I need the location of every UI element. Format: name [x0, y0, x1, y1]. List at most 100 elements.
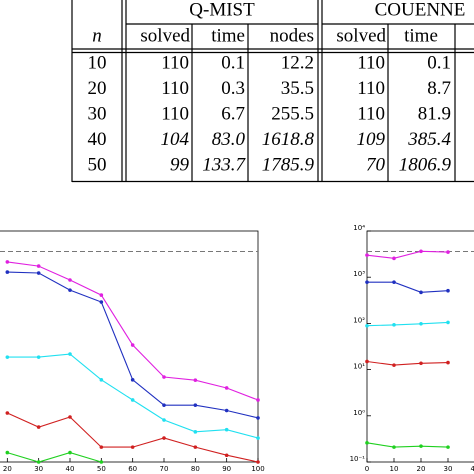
series-point	[392, 256, 396, 261]
series-point	[130, 343, 135, 347]
table-cell: 110	[161, 78, 189, 99]
series-point	[162, 436, 166, 440]
table-cell: 50	[88, 154, 107, 175]
column-header: solved	[140, 25, 190, 46]
series-line	[367, 281, 449, 293]
y-tick-label: 10⁻¹	[350, 455, 366, 463]
series-point	[68, 288, 72, 292]
column-header: n	[92, 25, 102, 46]
series-point	[99, 293, 104, 297]
x-tick-label: 80	[191, 465, 200, 473]
series-point	[130, 445, 135, 449]
series-point	[36, 355, 41, 359]
series-point	[99, 445, 104, 449]
group-header: COUENNE	[375, 0, 466, 20]
series-point	[5, 355, 10, 359]
series-point	[193, 403, 198, 407]
table-cell: 110	[161, 103, 189, 124]
series-point	[365, 441, 369, 445]
series-point	[36, 460, 41, 464]
column-header: time	[404, 25, 438, 46]
x-tick-label: 40	[471, 465, 474, 473]
series-point	[419, 249, 423, 254]
series-line	[366, 442, 449, 448]
table-cell: 0.1	[221, 52, 245, 73]
series-point	[5, 260, 10, 264]
table-cell: 109	[357, 129, 386, 150]
table-cell: 40	[88, 129, 107, 150]
y-tick-label: 10²	[353, 316, 365, 324]
series-point	[193, 445, 198, 449]
x-tick-label: 90	[222, 465, 231, 473]
x-tick-label: 30	[444, 465, 453, 473]
table-cell: 20	[88, 78, 107, 99]
series-point	[5, 411, 10, 415]
series-point	[419, 322, 423, 326]
series-point	[224, 453, 229, 458]
column-header: nodes	[270, 25, 314, 46]
series-point	[68, 415, 72, 419]
y-tick-label: 10¹	[353, 363, 365, 371]
table-cell: 83.0	[212, 129, 246, 150]
series-point	[365, 359, 369, 364]
x-tick-label: 60	[128, 465, 137, 473]
table-cell: 110	[357, 78, 385, 99]
series-line	[7, 452, 102, 463]
series-point	[446, 288, 450, 293]
y-tick-label: 10⁴	[353, 224, 365, 232]
group-header: Q-MIST	[189, 0, 255, 20]
x-tick-label: 20	[3, 465, 12, 473]
series-point	[419, 361, 423, 366]
figure: 0 10 20 30 40 10⁻¹ 10⁰ 10¹ 10² 10³ 10⁴	[350, 224, 474, 473]
series-point	[130, 398, 135, 402]
series-line	[366, 250, 449, 259]
y-tick-label: 10³	[353, 270, 365, 278]
table-cell: 30	[88, 103, 107, 124]
series-point	[36, 271, 41, 275]
x-tick-label: 10	[390, 465, 399, 473]
y-tick-label: 10⁰	[353, 409, 365, 417]
x-tick-label: 50	[97, 465, 106, 473]
table-cell: 110	[357, 103, 385, 124]
series-point	[5, 270, 10, 274]
series-point	[256, 416, 260, 420]
series-point	[130, 378, 135, 382]
series-point	[224, 386, 229, 390]
table-cell: 0.3	[221, 78, 245, 99]
table-cell: 10	[88, 52, 107, 73]
table-cell: 1618.8	[262, 129, 315, 150]
series-point	[68, 450, 72, 455]
series-point	[419, 444, 423, 448]
plot-frame	[0, 230, 259, 463]
series-point	[224, 427, 229, 432]
series-point	[256, 398, 260, 402]
x-tick-label: 100	[251, 465, 264, 473]
table-cell: 70	[366, 154, 386, 175]
table-cell: 1785.9	[262, 154, 315, 175]
series-point	[162, 403, 166, 407]
series-point	[193, 430, 198, 434]
series-point	[162, 418, 166, 422]
series-point	[446, 360, 450, 365]
series-point	[446, 250, 450, 254]
table-cell: 81.9	[418, 103, 451, 124]
table-rules	[71, 0, 474, 183]
figure: 20 30 40 50 60 70 80 90 100	[0, 230, 265, 473]
series-point	[392, 323, 396, 327]
column-header: time	[211, 25, 245, 46]
table-cell: 385.4	[407, 129, 451, 150]
table-cell: 6.7	[221, 103, 245, 124]
table-cell: 110	[161, 52, 189, 73]
series-point	[5, 450, 10, 455]
series-point	[365, 323, 369, 328]
series-point	[446, 320, 450, 325]
series-point	[224, 408, 229, 413]
series-point	[162, 375, 166, 379]
series-point	[392, 445, 396, 449]
series-point	[99, 300, 104, 304]
x-tick-label: 70	[160, 465, 169, 473]
table-cell: 133.7	[202, 154, 246, 175]
series-point	[392, 363, 396, 367]
table-cell: 99	[170, 154, 190, 175]
